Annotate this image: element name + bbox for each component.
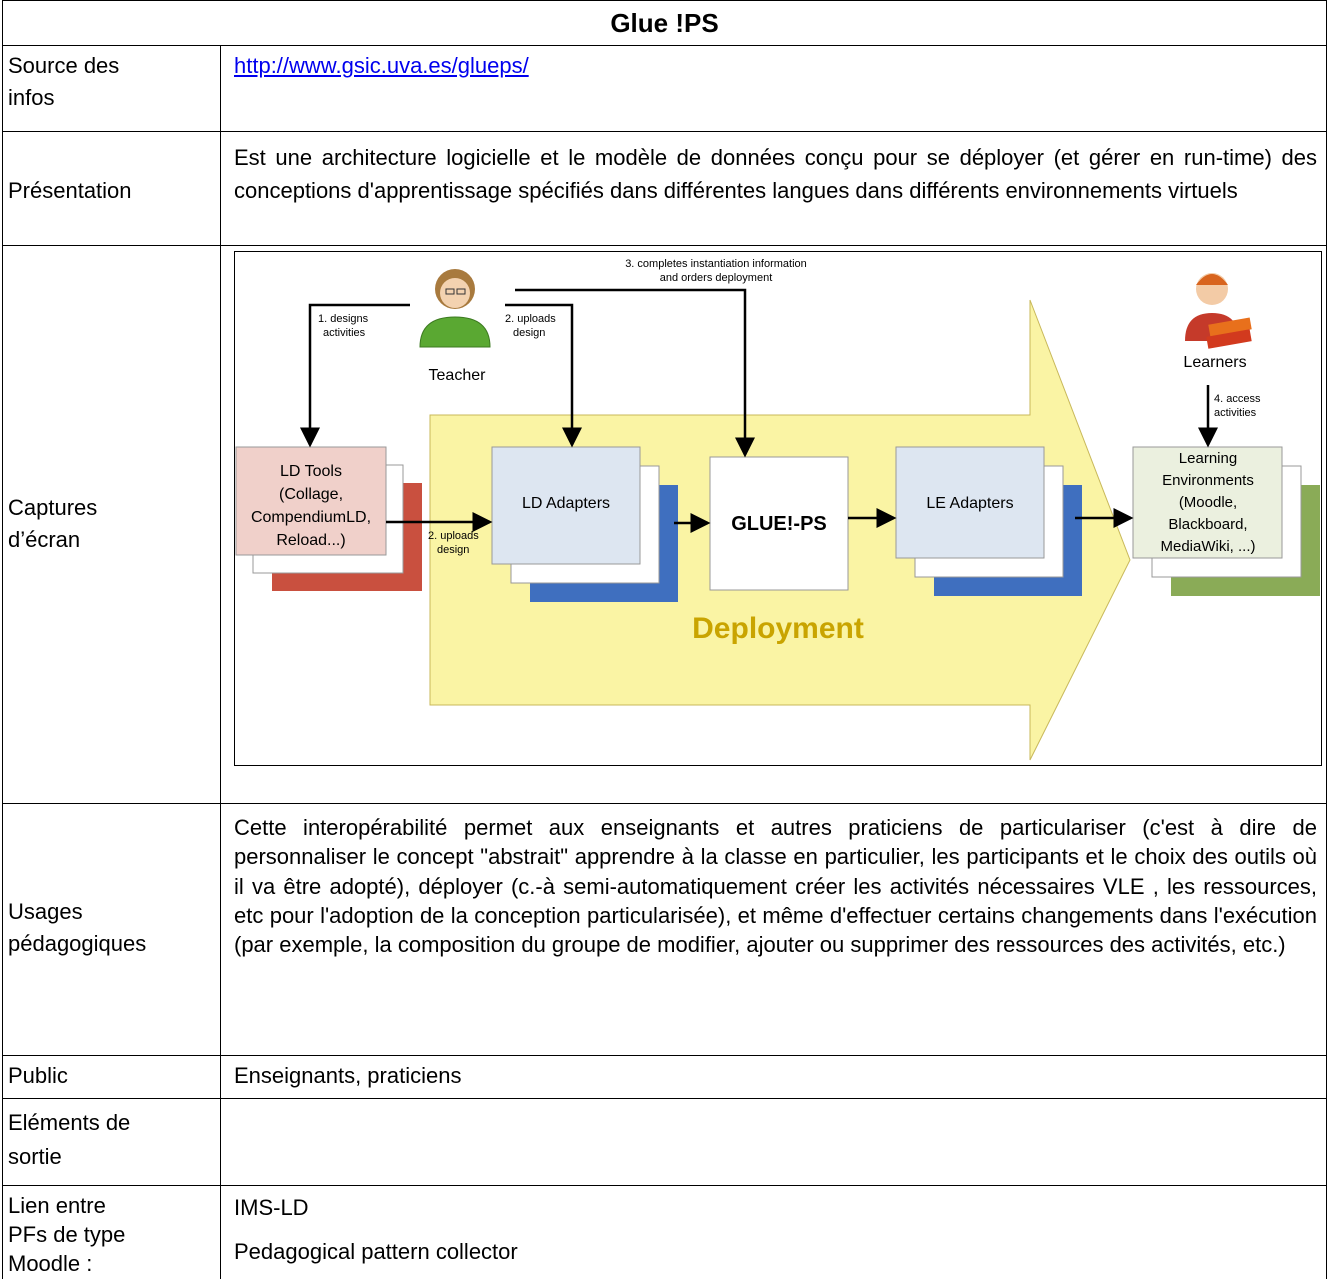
step-label: and orders deployment [660,272,773,284]
teacher-label: Teacher [429,367,487,384]
step-label: design [513,327,545,339]
title: Glue !PS [610,8,719,38]
arrow [300,303,410,448]
row-content: Cette interopérabilité permet aux enseig… [234,815,1317,958]
diagram: Deployment LD Tools (Collage, Compendium… [234,251,1322,766]
step-label: activities [1214,407,1257,419]
row-content: Pedagogical pattern collector [234,1239,518,1264]
step-label: 1. designs [318,313,369,325]
arrow [505,303,582,448]
learning-env-label: Blackboard, [1168,516,1247,533]
row-label: Public [8,1063,68,1088]
step-label: 4. access [1214,393,1261,405]
learning-env-label: MediaWiki, ...) [1160,538,1255,555]
step-label: 2. uploads [428,530,479,542]
ld-adapters-box [491,446,641,565]
border [2,131,1327,132]
arrow [515,288,755,458]
step-label: activities [323,327,366,339]
step-label: 3. completes instantiation information [625,258,807,270]
border [2,0,3,1279]
ld-tools-label: (Collage, [279,486,343,503]
teacher-icon [419,269,491,348]
le-adapters-box [895,446,1045,559]
row-label: Lien entre PFs de type Moodle : [8,1193,126,1276]
row-content: Est une architecture logicielle et le mo… [234,145,1317,203]
border [1326,0,1327,1279]
row-label: Présentation [8,178,132,203]
source-link[interactable]: http://www.gsic.uva.es/glueps/ [234,53,529,78]
step-label: design [437,544,469,556]
row-content: IMS-LD [234,1195,309,1220]
learners-label: Learners [1183,354,1246,371]
border [2,803,1327,804]
border [2,0,1327,1]
row-label: Captures d’écran [8,495,98,552]
border [2,1055,1327,1056]
learning-env-label: Learning [1179,450,1237,467]
row-label: Usages pédagogiques [8,899,147,956]
learning-env-label: (Moodle, [1179,494,1237,511]
glue-label: GLUE!-PS [731,513,827,535]
learners-icon [1185,273,1252,349]
border [2,1185,1327,1186]
glue-box [709,456,849,591]
border [2,245,1327,246]
border [2,1098,1327,1099]
row-content: Enseignants, praticiens [234,1063,462,1088]
le-adapters-label: LE Adapters [926,495,1013,512]
row-label: Eléments de sortie [8,1110,131,1169]
deployment-label: Deployment [692,612,864,645]
border [2,45,1327,46]
ld-tools-label: Reload...) [276,532,345,549]
ld-tools-box [235,446,387,556]
ld-tools-label: CompendiumLD, [251,509,371,526]
row-label: Source des infos [8,53,120,110]
ld-tools-label: LD Tools [280,463,342,480]
border [220,45,221,1279]
ld-adapters-label: LD Adapters [522,495,610,512]
learning-env-box [1132,446,1283,559]
learning-env-label: Environments [1162,472,1254,489]
step-label: 2. uploads [505,313,556,325]
